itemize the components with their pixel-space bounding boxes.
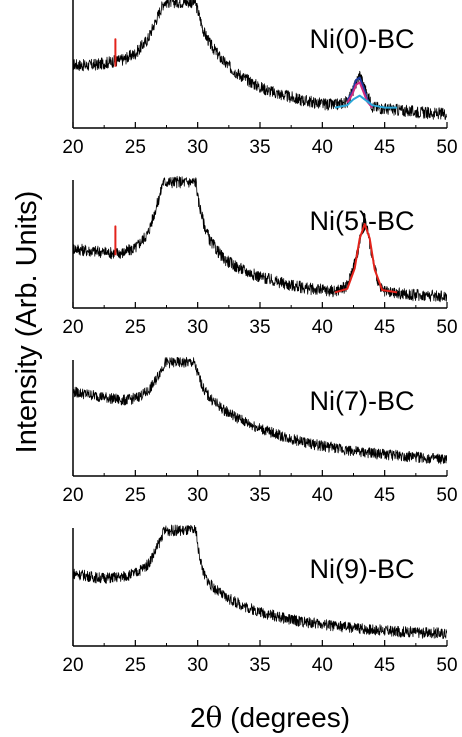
xrd-pattern-line	[73, 356, 447, 465]
xrd-pattern-line	[73, 524, 447, 639]
y-axis-label: Intensity (Arb. Units)	[11, 191, 43, 454]
x-tick-label: 45	[374, 317, 395, 338]
x-tick-label: 35	[249, 137, 270, 158]
x-tick-label: 40	[312, 137, 333, 158]
panel-title: Ni(9)-BC	[310, 554, 415, 584]
fit-line	[334, 223, 398, 294]
x-tick-label: 25	[125, 485, 146, 506]
x-tick-label: 50	[436, 655, 457, 676]
x-tick-label: 20	[62, 317, 83, 338]
x-tick-label: 45	[374, 485, 395, 506]
x-tick-label: 50	[436, 137, 457, 158]
x-tick-label: 50	[436, 485, 457, 506]
x-tick-label: 30	[187, 655, 208, 676]
x-tick-label: 35	[249, 317, 270, 338]
x-tick-label: 25	[125, 317, 146, 338]
panel-4: 20 25 30 35 40 45 50 Ni(9)-BC	[62, 524, 458, 676]
x-tick-label: 30	[187, 485, 208, 506]
fit-line	[334, 94, 398, 109]
x-tick-label: 25	[125, 655, 146, 676]
panel-3: 20 25 30 35 40 45 50 Ni(7)-BC	[62, 356, 458, 506]
x-tick-label: 35	[249, 655, 270, 676]
xrd-pattern-line	[73, 175, 447, 303]
x-tick-label: 20	[62, 485, 83, 506]
xrd-pattern-line	[73, 0, 447, 120]
x-tick-label: 25	[125, 137, 146, 158]
x-tick-label: 40	[312, 655, 333, 676]
x-tick-label: 30	[187, 137, 208, 158]
x-tick-label: 30	[187, 317, 208, 338]
x-tick-label: 40	[312, 317, 333, 338]
x-tick-label: 20	[62, 137, 83, 158]
x-tick-label: 50	[436, 317, 457, 338]
x-tick-label: 40	[312, 485, 333, 506]
x-tick-label: 20	[62, 655, 83, 676]
panel-title: Ni(0)-BC	[310, 24, 415, 54]
x-tick-label: 45	[374, 655, 395, 676]
x-tick-label: 45	[374, 137, 395, 158]
panel-1: 20 25 30 35 40 45 50 Ni(0)-BC	[62, 0, 458, 158]
panel-title: Ni(7)-BC	[310, 386, 415, 416]
x-tick-label: 35	[249, 485, 270, 506]
x-axis-label: 2θ (degrees)	[190, 701, 350, 734]
